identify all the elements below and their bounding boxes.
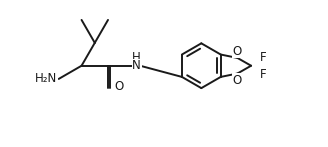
Text: O: O xyxy=(115,80,124,93)
Text: N: N xyxy=(132,59,141,72)
Text: H: H xyxy=(132,51,141,64)
Text: F: F xyxy=(260,51,266,64)
Text: H₂N: H₂N xyxy=(35,72,57,85)
Text: O: O xyxy=(232,74,241,87)
Text: F: F xyxy=(260,68,266,81)
Text: O: O xyxy=(232,45,241,58)
